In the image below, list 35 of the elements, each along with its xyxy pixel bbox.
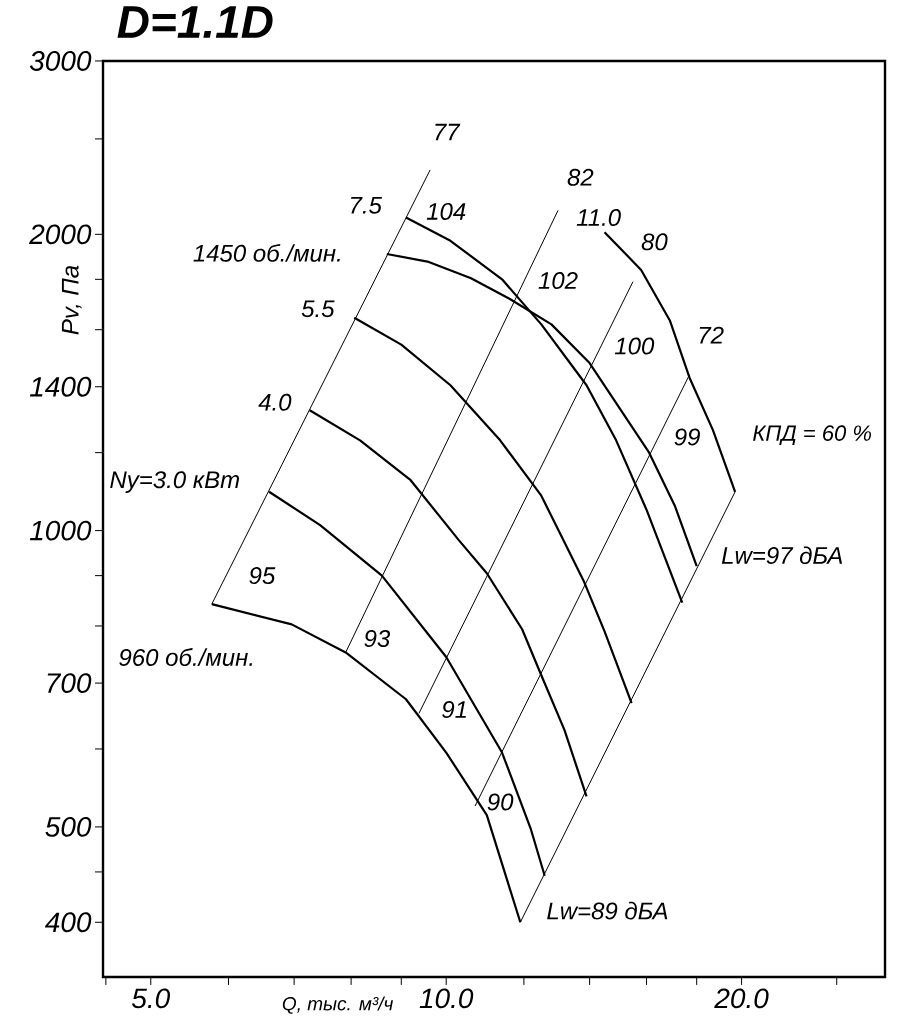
annotation: 95 <box>249 567 276 585</box>
x-tick-label: 20.0 <box>714 988 769 1009</box>
annotation: 4.0 <box>258 393 292 411</box>
y-tick-label: 1000 <box>29 520 92 541</box>
y-tick-label: 1400 <box>29 376 92 397</box>
annotation: 100 <box>614 337 655 355</box>
annotation: 1450 об./мин. <box>193 243 340 262</box>
annotation: 77 <box>435 123 461 141</box>
annotation: 91 <box>442 701 466 719</box>
annotation: 104 <box>426 202 466 220</box>
y-tick-label: 500 <box>45 816 92 837</box>
annotation: Lw=89 дБА <box>547 901 668 920</box>
annotation: 7.5 <box>351 196 382 214</box>
annotation: 90 <box>487 793 514 811</box>
annotation: 99 <box>674 428 700 446</box>
annotation: 5.5 <box>301 300 335 318</box>
annotation: 102 <box>538 272 578 290</box>
y-tick-label: 700 <box>47 673 92 694</box>
annotation: 80 <box>641 233 668 251</box>
y-tick-label: 2000 <box>29 224 92 245</box>
x-axis-title: Q, тыс. м³/ч <box>282 996 393 1014</box>
x-tick-label: 10.0 <box>419 988 474 1009</box>
annotation: 960 об./мин. <box>119 648 253 666</box>
annotation: КПД = 60 % <box>753 425 871 446</box>
y-tick-label: 400 <box>44 912 92 933</box>
chart-title: D=1.1D <box>117 6 273 38</box>
annotation: 93 <box>364 630 391 648</box>
annotation: 11.0 <box>576 209 621 227</box>
annotation: 82 <box>567 168 594 186</box>
annotation: Lw=97 дБА <box>721 546 843 565</box>
y-axis-title: Pv, Па <box>61 265 82 335</box>
annotation: Ny=3.0 кВт <box>110 471 239 494</box>
y-tick-label: 3000 <box>29 51 92 71</box>
x-tick-label: 5.0 <box>131 988 170 1009</box>
annotation: 72 <box>699 326 724 344</box>
